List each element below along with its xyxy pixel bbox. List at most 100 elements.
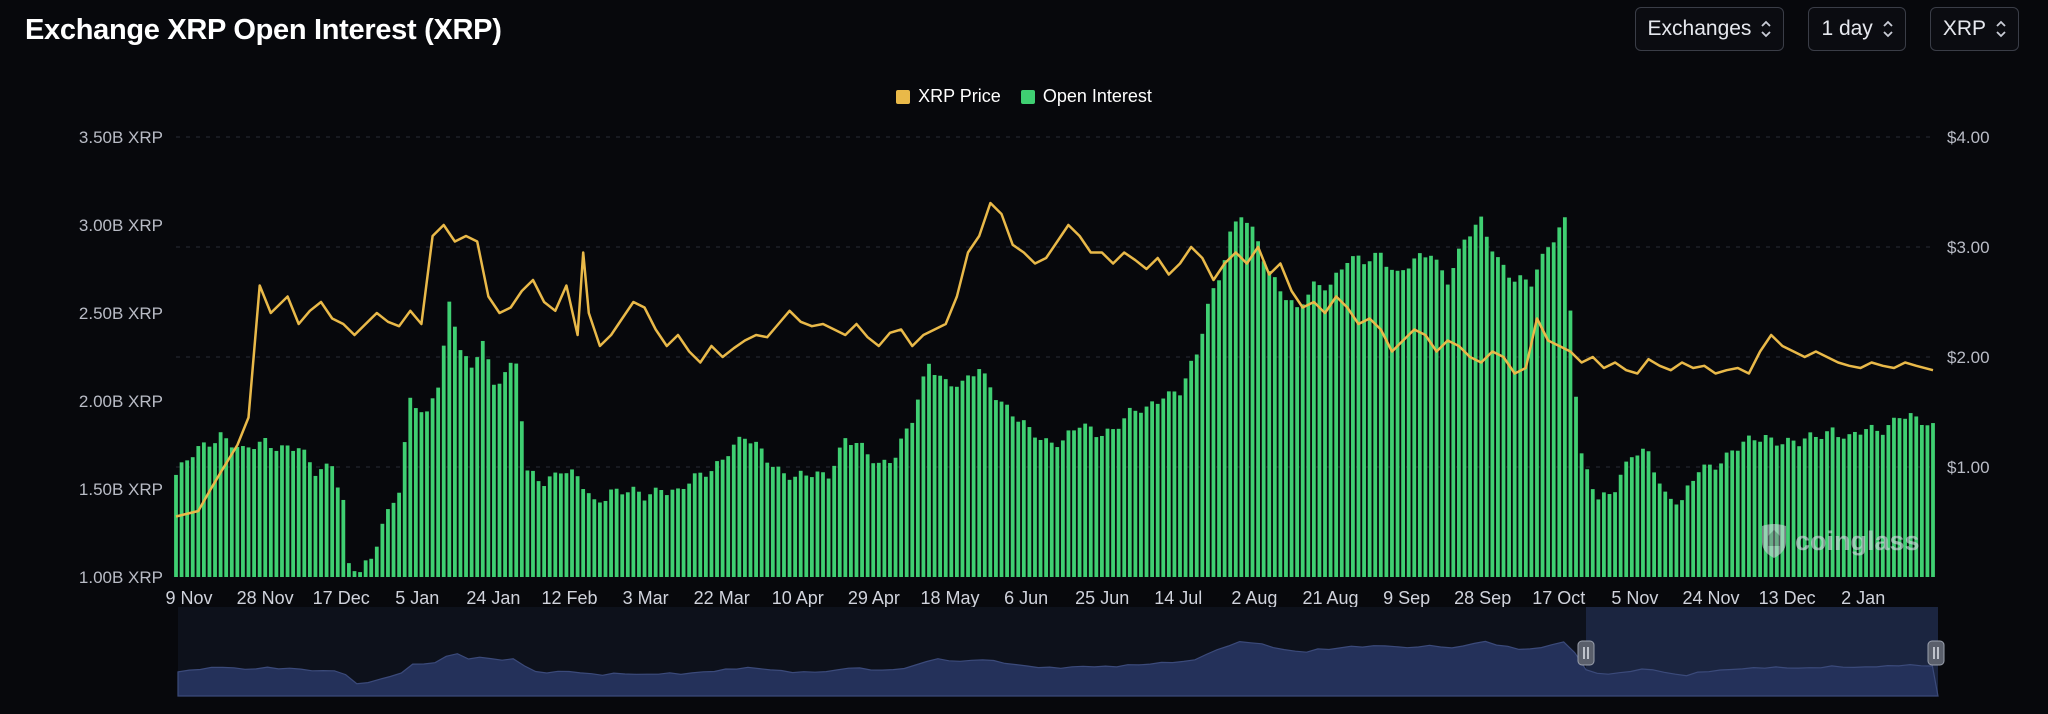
oi-bar (386, 509, 390, 577)
oi-bar (832, 465, 837, 577)
oi-bar (1066, 430, 1071, 577)
oi-bar (659, 490, 664, 577)
oi-bar (1903, 418, 1908, 577)
oi-bar (1680, 500, 1684, 577)
oi-bar (1869, 424, 1874, 577)
oi-bar (1523, 279, 1528, 577)
oi-bar (1451, 268, 1456, 577)
oi-bar (1602, 492, 1606, 577)
oi-bar (1183, 378, 1188, 577)
oi-bar (1702, 464, 1707, 577)
oi-bar (1278, 291, 1283, 577)
oi-bar (1122, 418, 1127, 577)
oi-bar (1646, 451, 1651, 577)
oi-bar (480, 340, 485, 577)
oi-bar (1016, 421, 1021, 577)
oi-bar (625, 492, 630, 577)
oi-bar (1797, 446, 1802, 577)
chevron-updown-icon (1996, 20, 2006, 38)
interval-select[interactable]: 1 day (1808, 7, 1906, 51)
oi-bar (1685, 485, 1690, 577)
oi-bar (1250, 226, 1255, 577)
oi-bar (1931, 423, 1935, 577)
oi-bar (190, 457, 195, 577)
oi-bar (1786, 437, 1790, 577)
oi-bar (592, 499, 597, 577)
oi-bar (564, 473, 569, 577)
oi-bar (865, 454, 870, 577)
oi-bar (1596, 499, 1601, 577)
oi-bar (793, 476, 798, 577)
coin-select[interactable]: XRP (1929, 7, 2019, 51)
oi-bar (1150, 401, 1155, 577)
oi-bar (687, 483, 692, 577)
coinglass-logo-icon (1762, 524, 1786, 558)
oi-bar (207, 446, 212, 577)
oi-bar (692, 473, 697, 577)
oi-bar (927, 363, 931, 577)
oi-bar (213, 443, 217, 577)
legend-item-price[interactable]: XRP Price (896, 86, 1001, 107)
oi-bar (1217, 280, 1221, 577)
oi-bar (1624, 461, 1629, 577)
oi-bar (1083, 423, 1088, 577)
oi-bar (798, 470, 803, 577)
oi-bar (1579, 453, 1584, 577)
oi-bar (1836, 437, 1841, 577)
oi-bar (1228, 231, 1233, 577)
navigator-area (177, 640, 1939, 697)
oi-bar (642, 500, 647, 577)
oi-bar (709, 471, 714, 577)
x-tick-label: 28 Sep (1454, 588, 1511, 608)
x-tick-label: 5 Nov (1611, 588, 1658, 608)
oi-bar (826, 478, 831, 577)
oi-bar (1351, 256, 1355, 577)
oi-bar (525, 470, 530, 577)
oi-bar (1468, 236, 1472, 577)
oi-bar (837, 447, 842, 577)
oi-bar (938, 375, 943, 577)
oi-bar (246, 447, 251, 577)
oi-bar (1161, 398, 1166, 577)
oi-bar (1791, 440, 1796, 577)
oi-bar (1367, 261, 1372, 577)
oi-bar (1100, 435, 1104, 577)
exchanges-select[interactable]: Exchanges (1634, 7, 1785, 51)
oi-bar (307, 462, 312, 577)
oi-bar (1384, 266, 1389, 577)
x-tick-label: 3 Mar (623, 588, 669, 608)
navigator-left-handle[interactable] (1577, 640, 1595, 666)
oi-bar (681, 488, 686, 577)
oi-bar (1339, 269, 1344, 577)
oi-bar (1261, 261, 1266, 577)
oi-bar (1568, 310, 1573, 577)
oi-bar (1239, 217, 1244, 577)
oi-bar (1289, 300, 1294, 577)
oi-bar (1434, 259, 1439, 577)
x-tick-label: 17 Dec (313, 588, 370, 608)
oi-bar (904, 428, 909, 577)
legend-label-price: XRP Price (918, 86, 1001, 106)
x-tick-label: 9 Sep (1383, 588, 1430, 608)
oi-bar (1825, 431, 1829, 577)
oi-bar (575, 476, 580, 577)
oi-bar (558, 473, 563, 577)
oi-bar (1479, 216, 1484, 577)
oi-bar (804, 475, 809, 577)
oi-bar (296, 448, 301, 577)
oi-bar (1557, 227, 1562, 577)
oi-bar (1696, 472, 1701, 577)
oi-bar (274, 450, 279, 577)
legend-item-open-interest[interactable]: Open Interest (1020, 86, 1152, 107)
oi-bar (954, 386, 959, 577)
oi-bar (1908, 413, 1913, 577)
oi-bar (776, 466, 781, 577)
oi-bar (531, 470, 535, 577)
navigator-right-handle[interactable] (1927, 640, 1945, 666)
oi-bar (492, 384, 496, 577)
oi-bar (1780, 444, 1785, 577)
oi-bar (1362, 264, 1366, 577)
oi-bar (458, 350, 463, 577)
oi-bar (224, 438, 229, 577)
x-tick-label: 6 Jun (1004, 588, 1048, 608)
